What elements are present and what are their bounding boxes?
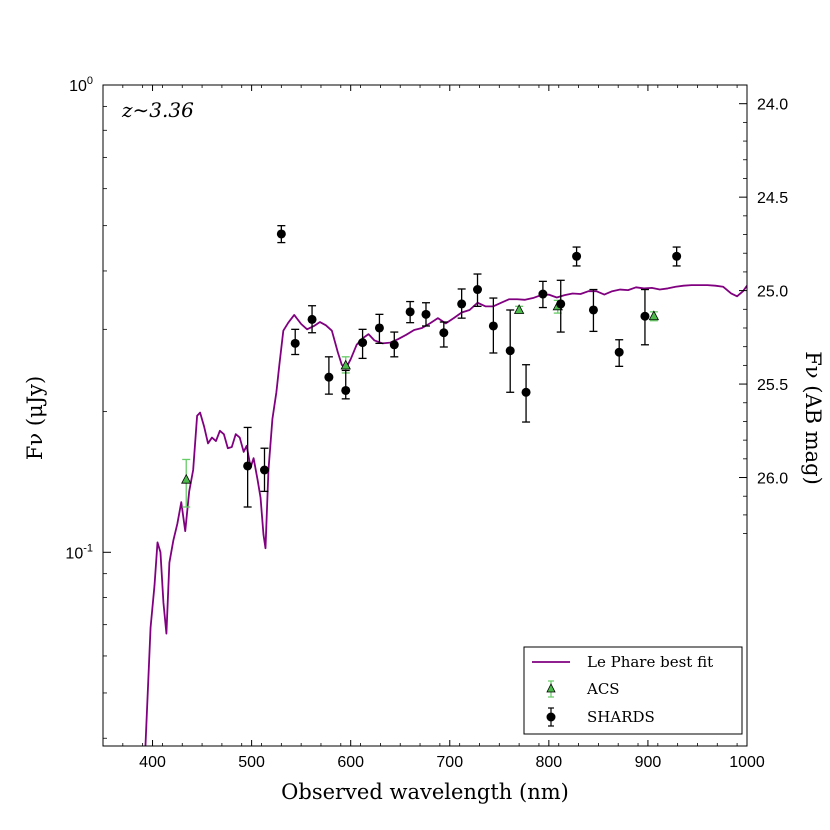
legend-acs-label: ACS bbox=[586, 680, 620, 698]
acs-point-marker bbox=[181, 473, 192, 484]
y-axis-label-right: Fν (AB mag) bbox=[801, 351, 825, 485]
plot-frame bbox=[102, 84, 748, 747]
redshift-annotation: z∼3.36 bbox=[121, 98, 194, 122]
shards-point-marker bbox=[389, 340, 399, 350]
shards-point-marker bbox=[556, 299, 566, 309]
shards-point-marker bbox=[290, 338, 300, 348]
shards-point-marker bbox=[374, 323, 384, 333]
shards-point-marker bbox=[421, 309, 431, 319]
legend-shards-label: SHARDS bbox=[587, 708, 655, 726]
shards-point-marker bbox=[672, 251, 682, 261]
shards-point-marker bbox=[505, 346, 515, 356]
shards-point-marker bbox=[405, 307, 415, 317]
shards-point-marker bbox=[457, 299, 467, 309]
shards-point-marker bbox=[640, 311, 650, 321]
x-tick-label: 700 bbox=[436, 754, 463, 771]
x-tick-label: 600 bbox=[337, 754, 364, 771]
acs-point-marker bbox=[340, 359, 351, 370]
y-axis-label: Fν (μJy) bbox=[23, 376, 47, 460]
acs-point-marker bbox=[513, 304, 525, 314]
shards-point-marker bbox=[358, 338, 368, 348]
shards-point-marker bbox=[276, 229, 286, 239]
y-tick-label: 100 bbox=[69, 75, 93, 95]
shards-point-marker bbox=[243, 461, 253, 471]
legend: Le Phare best fit ACS SHARDS bbox=[523, 646, 743, 735]
right-tick-label: 25.5 bbox=[757, 377, 788, 394]
legend-fit-label: Le Phare best fit bbox=[587, 653, 713, 671]
x-tick-label: 900 bbox=[635, 754, 662, 771]
shards-point-marker bbox=[588, 305, 598, 315]
fit-line bbox=[144, 284, 747, 746]
right-tick-label: 26.0 bbox=[757, 471, 788, 488]
x-tick-label: 1000 bbox=[729, 754, 765, 771]
y-tick-label: 10-1 bbox=[65, 542, 93, 562]
shards-point-marker bbox=[473, 285, 483, 295]
shards-point-marker bbox=[439, 328, 449, 338]
right-tick-label: 24.5 bbox=[757, 190, 788, 207]
right-tick-label: 24.0 bbox=[757, 97, 788, 114]
x-axis-label: Observed wavelength (nm) bbox=[281, 780, 569, 804]
shards-point-marker bbox=[307, 314, 317, 324]
shards-point-marker bbox=[614, 347, 624, 357]
shards-point-marker bbox=[538, 289, 548, 299]
shards-point-marker bbox=[488, 321, 498, 331]
legend-acs-marker bbox=[546, 683, 556, 693]
x-tick-label: 500 bbox=[238, 754, 265, 771]
shards-point-marker bbox=[259, 465, 269, 475]
shards-point-marker bbox=[521, 387, 531, 397]
x-tick-label: 800 bbox=[535, 754, 562, 771]
shards-point-marker bbox=[324, 372, 334, 382]
shards-point-marker bbox=[341, 385, 351, 395]
legend-shards-marker bbox=[546, 712, 556, 722]
shards-point-marker bbox=[572, 251, 582, 261]
right-tick-label: 25.0 bbox=[757, 284, 788, 301]
x-tick-label: 400 bbox=[139, 754, 166, 771]
acs-point-marker bbox=[648, 310, 660, 321]
